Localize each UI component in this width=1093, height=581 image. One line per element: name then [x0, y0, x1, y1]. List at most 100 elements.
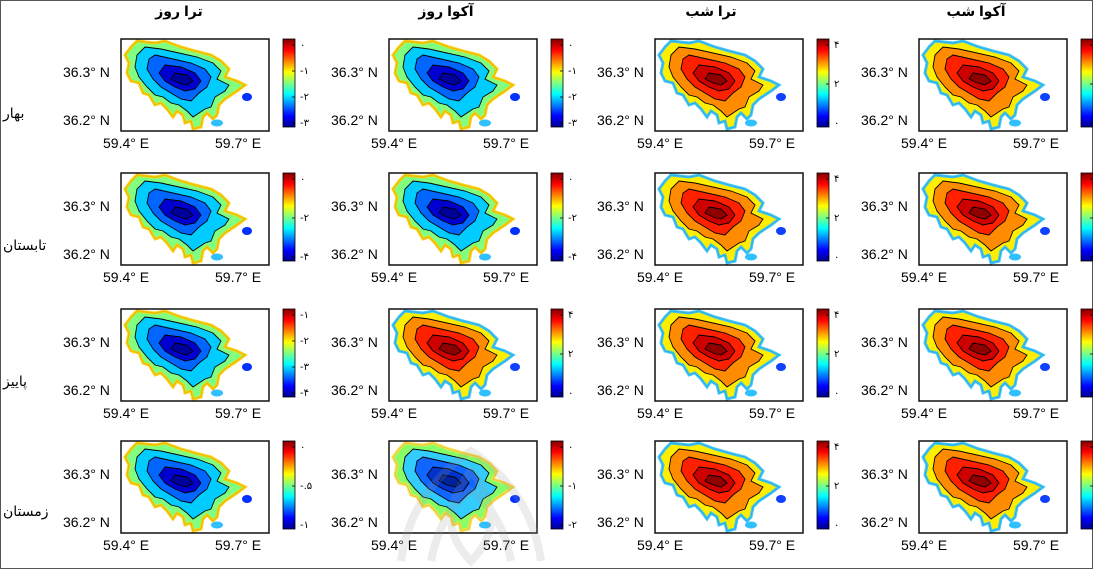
xtick-label: 59.7° E — [749, 405, 795, 421]
detached-blob — [745, 253, 757, 261]
detached-blob — [242, 93, 252, 101]
contour-level-0 — [392, 310, 514, 400]
detached-blob — [776, 363, 786, 371]
ytick-label: 36.3° N — [861, 466, 908, 482]
ytick-label: 36.2° N — [861, 382, 908, 398]
row-label-summer: تابستان — [3, 237, 47, 253]
map-contours — [391, 173, 520, 265]
map-contours — [123, 173, 252, 265]
xtick-label: 59.7° E — [1013, 269, 1059, 285]
contour-level-1 — [134, 316, 230, 388]
contour-level-2 — [414, 54, 480, 102]
xtick-label: 59.4° E — [103, 405, 149, 421]
detached-blob — [1040, 495, 1050, 503]
map-contours — [657, 39, 786, 131]
contour-rim — [391, 173, 516, 265]
colorbar-tick-label: -۴ — [300, 388, 309, 399]
colorbar-tick-label: ۰ — [834, 118, 839, 129]
detached-blob — [211, 119, 223, 127]
contour-level-4 — [704, 206, 728, 220]
contour-level-1 — [402, 180, 498, 252]
contour-level-4 — [170, 342, 194, 356]
detached-blob — [242, 363, 252, 371]
contour-rim — [123, 173, 248, 265]
xtick-label: 59.4° E — [637, 405, 683, 421]
colorbar-tick-label: -۴ — [568, 252, 577, 263]
contour-level-2 — [944, 188, 1010, 236]
detached-blob — [242, 495, 252, 503]
contour-level-1 — [932, 46, 1028, 118]
row-label-winter: زمستان — [3, 503, 49, 519]
contour-level-1 — [134, 448, 230, 520]
colorbar — [816, 38, 830, 128]
detached-blob — [1009, 253, 1021, 261]
colorbar-tick-label: -۱ — [568, 66, 577, 77]
colorbar-tick-label: ۰ — [834, 252, 839, 263]
contour-level-0 — [658, 310, 780, 400]
contour-level-0 — [124, 174, 246, 264]
xtick-label: 59.4° E — [901, 135, 947, 151]
map-frame — [654, 308, 804, 402]
contour-level-3 — [956, 466, 1000, 494]
colorbar-tick-label: -۳ — [300, 118, 310, 129]
column-title-terra-day: ترا روز — [155, 3, 203, 19]
xtick-label: 59.4° E — [103, 269, 149, 285]
map-frame — [388, 38, 538, 132]
map-contours — [921, 39, 1050, 131]
ytick-label: 36.3° N — [597, 64, 644, 80]
contour-level-1 — [134, 46, 230, 118]
ytick-label: 36.2° N — [861, 112, 908, 128]
contour-level-3 — [426, 64, 470, 92]
xtick-label: 59.4° E — [901, 537, 947, 553]
contour-level-1 — [134, 180, 230, 252]
contour-level-2 — [944, 54, 1010, 102]
contour-level-4 — [968, 206, 992, 220]
contour-rim — [657, 309, 782, 401]
colorbar-tick-label: -۱ — [300, 520, 309, 531]
detached-blob — [1009, 389, 1021, 397]
ytick-label: 36.3° N — [597, 466, 644, 482]
ytick-label: 36.3° N — [861, 198, 908, 214]
colorbar — [816, 308, 830, 398]
contour-level-1 — [932, 180, 1028, 252]
colorbar-tick-label: -۱ — [300, 310, 309, 321]
map-frame — [918, 308, 1068, 402]
detached-blob — [242, 227, 252, 235]
contour-level-3 — [426, 198, 470, 226]
colorbar-tick-label: ۰ — [568, 40, 573, 51]
contour-rim — [921, 441, 1046, 533]
contour-level-0 — [658, 442, 780, 532]
colorbar-tick-label: ۰ — [300, 442, 305, 453]
contour-rim — [921, 173, 1046, 265]
xtick-label: 59.4° E — [371, 135, 417, 151]
colorbar — [550, 308, 564, 398]
detached-blob — [745, 119, 757, 127]
contour-level-4 — [170, 72, 194, 86]
colorbar-tick-label: ۴ — [834, 40, 839, 51]
map-frame — [918, 38, 1068, 132]
colorbar — [550, 172, 564, 262]
contour-level-0 — [124, 442, 246, 532]
colorbar-tick-label: -۳ — [568, 118, 578, 129]
contour-level-4 — [438, 72, 462, 86]
ytick-label: 36.3° N — [63, 334, 110, 350]
ytick-label: 36.3° N — [331, 334, 378, 350]
watermark-logo — [397, 446, 545, 567]
detached-blob — [1009, 521, 1021, 529]
contour-level-4 — [968, 342, 992, 356]
colorbar-tick-label: -۴ — [300, 252, 309, 263]
contour-level-0 — [922, 442, 1044, 532]
xtick-label: 59.4° E — [637, 135, 683, 151]
ytick-label: 36.2° N — [331, 112, 378, 128]
contour-level-2 — [680, 188, 746, 236]
contour-level-3 — [158, 466, 202, 494]
contour-rim — [391, 39, 516, 131]
ytick-label: 36.3° N — [63, 198, 110, 214]
column-title-aqua-day: آکوا روز — [418, 3, 474, 19]
detached-blob — [479, 119, 491, 127]
xtick-label: 59.7° E — [1013, 537, 1059, 553]
ytick-label: 36.2° N — [331, 246, 378, 262]
colorbar-tick-label: ۲ — [568, 349, 573, 360]
contour-level-2 — [944, 324, 1010, 372]
contour-level-3 — [956, 198, 1000, 226]
